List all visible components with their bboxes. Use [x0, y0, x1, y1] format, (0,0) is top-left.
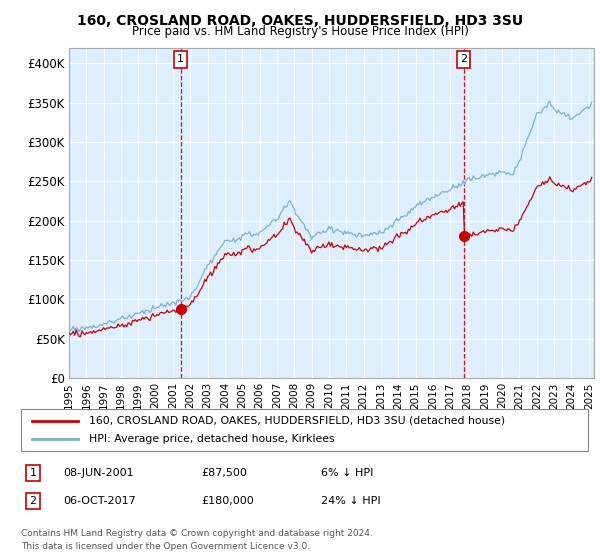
Text: £87,500: £87,500	[201, 468, 247, 478]
Text: 2: 2	[460, 54, 467, 64]
Text: 1: 1	[177, 54, 184, 64]
Text: 2: 2	[29, 496, 37, 506]
Text: Contains HM Land Registry data © Crown copyright and database right 2024.
This d: Contains HM Land Registry data © Crown c…	[21, 529, 373, 550]
Text: Price paid vs. HM Land Registry's House Price Index (HPI): Price paid vs. HM Land Registry's House …	[131, 25, 469, 38]
FancyBboxPatch shape	[21, 409, 588, 451]
Text: 24% ↓ HPI: 24% ↓ HPI	[321, 496, 380, 506]
Text: 06-OCT-2017: 06-OCT-2017	[63, 496, 136, 506]
Text: HPI: Average price, detached house, Kirklees: HPI: Average price, detached house, Kirk…	[89, 434, 335, 444]
Text: 1: 1	[29, 468, 37, 478]
Text: 08-JUN-2001: 08-JUN-2001	[63, 468, 134, 478]
Text: 160, CROSLAND ROAD, OAKES, HUDDERSFIELD, HD3 3SU: 160, CROSLAND ROAD, OAKES, HUDDERSFIELD,…	[77, 14, 523, 28]
Text: £180,000: £180,000	[201, 496, 254, 506]
Text: 6% ↓ HPI: 6% ↓ HPI	[321, 468, 373, 478]
Text: 160, CROSLAND ROAD, OAKES, HUDDERSFIELD, HD3 3SU (detached house): 160, CROSLAND ROAD, OAKES, HUDDERSFIELD,…	[89, 416, 505, 426]
